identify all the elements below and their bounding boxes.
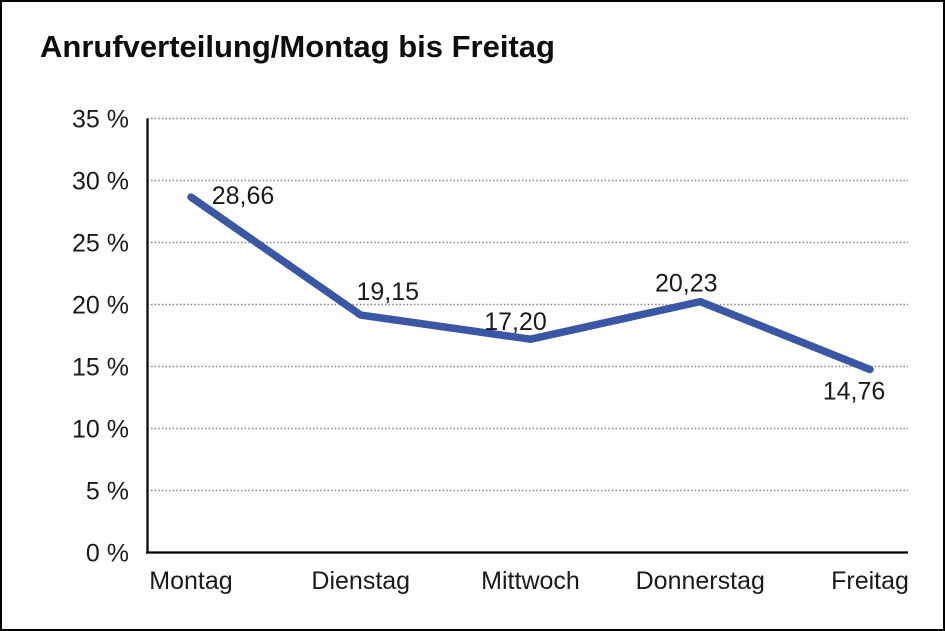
y-tick-label: 15 % bbox=[72, 354, 129, 382]
value-label: 14,76 bbox=[823, 377, 886, 405]
x-category-label: Dienstag bbox=[311, 567, 410, 595]
value-label: 19,15 bbox=[356, 278, 419, 306]
value-label: 28,66 bbox=[212, 182, 275, 210]
x-category-label: Donnerstag bbox=[636, 567, 765, 595]
y-tick-label: 5 % bbox=[86, 478, 129, 506]
y-tick-label: 20 % bbox=[72, 292, 129, 320]
y-tick-label: 25 % bbox=[72, 230, 129, 258]
value-label: 20,23 bbox=[655, 270, 718, 298]
x-category-label: Montag bbox=[149, 567, 232, 595]
y-tick-label: 35 % bbox=[72, 106, 129, 134]
y-tick-label: 0 % bbox=[86, 540, 129, 568]
y-tick-label: 30 % bbox=[72, 168, 129, 196]
data-line bbox=[187, 193, 874, 374]
y-tick-label: 10 % bbox=[72, 416, 129, 444]
value-label: 17,20 bbox=[484, 308, 547, 336]
x-category-label: Mittwoch bbox=[481, 567, 580, 595]
x-category-label: Freitag bbox=[831, 567, 909, 595]
chart-title: Anrufverteilung/Montag bis Freitag bbox=[40, 29, 555, 64]
